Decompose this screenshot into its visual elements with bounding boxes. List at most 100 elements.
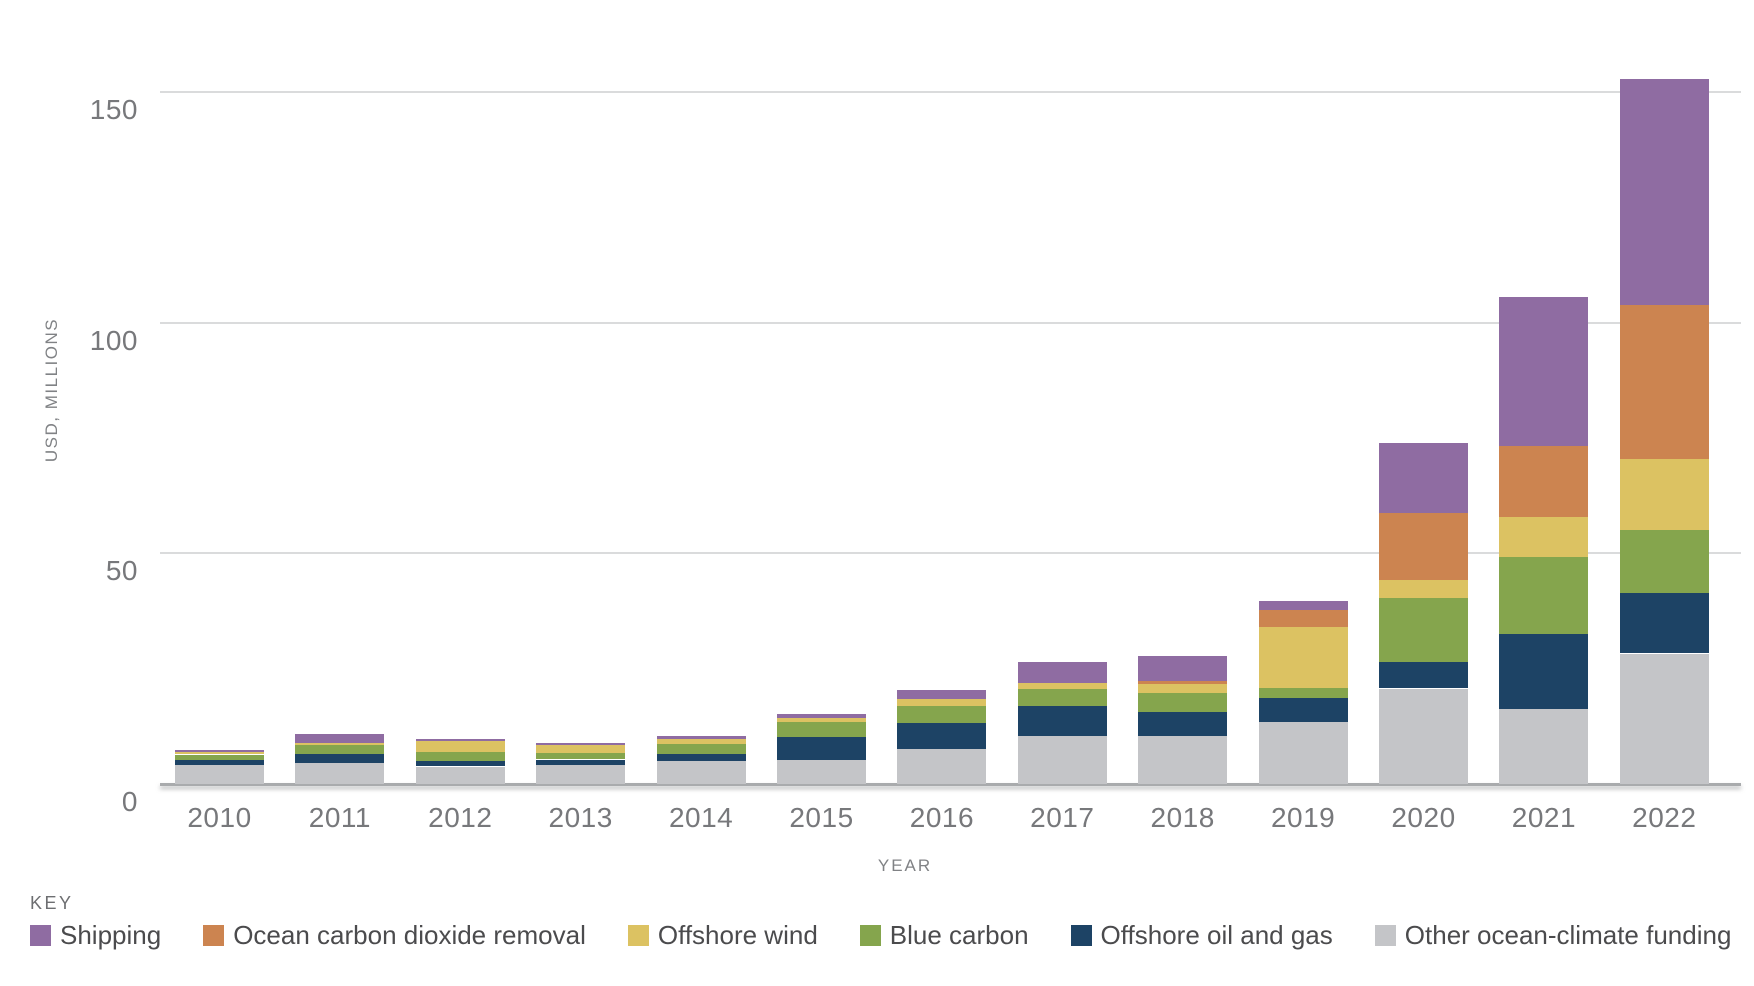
legend-item-ocean-carbon-dioxide-removal: Ocean carbon dioxide removal bbox=[203, 920, 586, 951]
bar-segment-ocean-carbon-dioxide-removal-2022 bbox=[1619, 305, 1709, 460]
bar-segment-offshore-oil-and-gas-2012 bbox=[415, 761, 505, 767]
bar-segment-blue-carbon-2016 bbox=[897, 706, 987, 724]
legend-label-offshore-oil-and-gas: Offshore oil and gas bbox=[1100, 920, 1333, 950]
bar-segment-offshore-oil-and-gas-2022 bbox=[1619, 592, 1709, 654]
bar-segment-shipping-2019 bbox=[1258, 600, 1348, 611]
bar-segment-other-ocean-climate-funding-2013 bbox=[536, 765, 626, 784]
bar-segment-blue-carbon-2011 bbox=[295, 745, 385, 755]
bar-segment-shipping-2018 bbox=[1138, 655, 1228, 681]
bar-segment-shipping-2014 bbox=[656, 736, 746, 740]
bar-segment-blue-carbon-2013 bbox=[536, 752, 626, 760]
bar-segment-shipping-2017 bbox=[1017, 662, 1107, 683]
y-tick-label-150: 150 bbox=[89, 94, 138, 126]
x-tick-label-2016: 2016 bbox=[909, 802, 975, 833]
bar-segment-shipping-2012 bbox=[415, 738, 505, 741]
bar-segment-blue-carbon-2019 bbox=[1258, 687, 1348, 698]
bar-segment-offshore-wind-2010 bbox=[175, 752, 264, 755]
x-tick-label-2010: 2010 bbox=[187, 802, 252, 833]
bar-segment-offshore-wind-2021 bbox=[1499, 517, 1589, 558]
x-tick-label-2015: 2015 bbox=[789, 802, 854, 833]
y-tick-label-50: 50 bbox=[105, 555, 138, 587]
legend-item-offshore-oil-and-gas: Offshore oil and gas bbox=[1070, 920, 1333, 951]
bar-segment-blue-carbon-2018 bbox=[1138, 693, 1228, 712]
x-tick-label-2021: 2021 bbox=[1511, 802, 1577, 833]
bar-segment-blue-carbon-2022 bbox=[1619, 530, 1709, 593]
bar-segment-other-ocean-climate-funding-2012 bbox=[415, 766, 505, 784]
bar-segment-offshore-oil-and-gas-2018 bbox=[1138, 712, 1228, 736]
y-tick-label-0: 0 bbox=[121, 786, 138, 817]
legend-label-offshore-wind: Offshore wind bbox=[657, 920, 818, 950]
bar-segment-offshore-wind-2019 bbox=[1258, 626, 1348, 688]
bar-segment-offshore-oil-and-gas-2021 bbox=[1499, 633, 1589, 709]
bar-segment-blue-carbon-2021 bbox=[1499, 557, 1589, 634]
legend-title: KEY bbox=[30, 893, 74, 913]
bar-segment-offshore-wind-2013 bbox=[536, 744, 626, 753]
legend-item-shipping: Shipping bbox=[30, 920, 161, 951]
x-tick-label-2011: 2011 bbox=[308, 802, 371, 833]
bar-segment-ocean-carbon-dioxide-removal-2018 bbox=[1138, 680, 1228, 684]
bar-segment-other-ocean-climate-funding-2018 bbox=[1138, 735, 1228, 784]
legend-swatch-shipping bbox=[30, 925, 51, 946]
bar-segment-blue-carbon-2014 bbox=[656, 743, 746, 754]
legend-item-other-ocean-climate-funding: Other ocean-climate funding bbox=[1374, 920, 1731, 951]
legend-swatch-offshore-wind bbox=[627, 925, 649, 946]
x-tick-label-2022: 2022 bbox=[1632, 802, 1697, 833]
bar-segment-offshore-wind-2015 bbox=[777, 717, 866, 723]
legend-swatch-other-ocean-climate-funding bbox=[1374, 925, 1396, 946]
bar-segment-blue-carbon-2020 bbox=[1379, 598, 1468, 662]
gridline-100 bbox=[160, 321, 1741, 324]
bar-segment-offshore-wind-2011 bbox=[295, 743, 385, 746]
legend-label-blue-carbon: Blue carbon bbox=[889, 920, 1029, 950]
bar-segment-blue-carbon-2012 bbox=[415, 752, 505, 762]
bar-segment-shipping-2015 bbox=[777, 714, 866, 718]
bar-segment-other-ocean-climate-funding-2020 bbox=[1379, 688, 1468, 784]
bar-segment-other-ocean-climate-funding-2022 bbox=[1619, 653, 1709, 784]
legend-item-blue-carbon: Blue carbon bbox=[859, 920, 1029, 951]
bar-segment-shipping-2010 bbox=[175, 750, 264, 753]
bar-segment-shipping-2020 bbox=[1379, 442, 1468, 513]
bar-segment-ocean-carbon-dioxide-removal-2020 bbox=[1379, 512, 1468, 580]
x-tick-label-2012: 2012 bbox=[428, 802, 493, 833]
bar-segment-other-ocean-climate-funding-2010 bbox=[175, 764, 264, 784]
legend-label-ocean-carbon-dioxide-removal: Ocean carbon dioxide removal bbox=[233, 920, 586, 950]
bar-segment-other-ocean-climate-funding-2017 bbox=[1017, 735, 1107, 784]
bar-segment-shipping-2011 bbox=[295, 734, 385, 743]
x-tick-label-2019: 2019 bbox=[1270, 802, 1336, 833]
x-axis-title: YEAR bbox=[877, 856, 933, 875]
legend-swatch-ocean-carbon-dioxide-removal bbox=[203, 925, 225, 946]
legend: Shipping Ocean carbon dioxide removal Offs… bbox=[30, 920, 1731, 951]
bar-segment-blue-carbon-2010 bbox=[175, 754, 264, 760]
bar-segment-other-ocean-climate-funding-2019 bbox=[1258, 722, 1348, 784]
bar-segment-other-ocean-climate-funding-2014 bbox=[656, 760, 746, 784]
x-tick-label-2020: 2020 bbox=[1391, 802, 1456, 833]
gridline-150 bbox=[160, 91, 1741, 94]
x-tick-label-2013: 2013 bbox=[548, 802, 613, 833]
bar-segment-offshore-wind-2014 bbox=[656, 739, 746, 744]
x-axis-baseline bbox=[160, 783, 1741, 786]
bar-segment-shipping-2013 bbox=[536, 743, 626, 745]
bar-segment-offshore-oil-and-gas-2013 bbox=[536, 759, 626, 766]
bar-segment-offshore-oil-and-gas-2010 bbox=[175, 759, 264, 765]
bar-segment-offshore-wind-2018 bbox=[1138, 683, 1228, 694]
bar-segment-offshore-wind-2017 bbox=[1017, 683, 1107, 689]
bar-segment-shipping-2016 bbox=[897, 690, 987, 699]
bar-segment-offshore-oil-and-gas-2019 bbox=[1258, 697, 1348, 723]
bar-segment-offshore-wind-2022 bbox=[1619, 459, 1709, 531]
gridline-50 bbox=[160, 552, 1741, 555]
bar-segment-shipping-2021 bbox=[1499, 297, 1589, 446]
bar-segment-offshore-oil-and-gas-2020 bbox=[1379, 661, 1468, 689]
y-tick-label-100: 100 bbox=[89, 324, 138, 356]
bar-segment-offshore-wind-2020 bbox=[1379, 579, 1468, 599]
bar-segment-other-ocean-climate-funding-2016 bbox=[897, 749, 987, 784]
bar-segment-offshore-oil-and-gas-2014 bbox=[656, 754, 746, 761]
legend-label-shipping: Shipping bbox=[60, 920, 162, 950]
x-tick-label-2014: 2014 bbox=[668, 802, 734, 833]
bar-segment-offshore-oil-and-gas-2011 bbox=[295, 754, 385, 764]
bar-segment-offshore-oil-and-gas-2016 bbox=[897, 723, 987, 750]
bar-segment-offshore-wind-2012 bbox=[415, 740, 505, 753]
bar-segment-ocean-carbon-dioxide-removal-2019 bbox=[1258, 610, 1348, 627]
legend-item-offshore-wind: Offshore wind bbox=[627, 920, 818, 951]
bar-segment-offshore-oil-and-gas-2017 bbox=[1017, 705, 1107, 736]
